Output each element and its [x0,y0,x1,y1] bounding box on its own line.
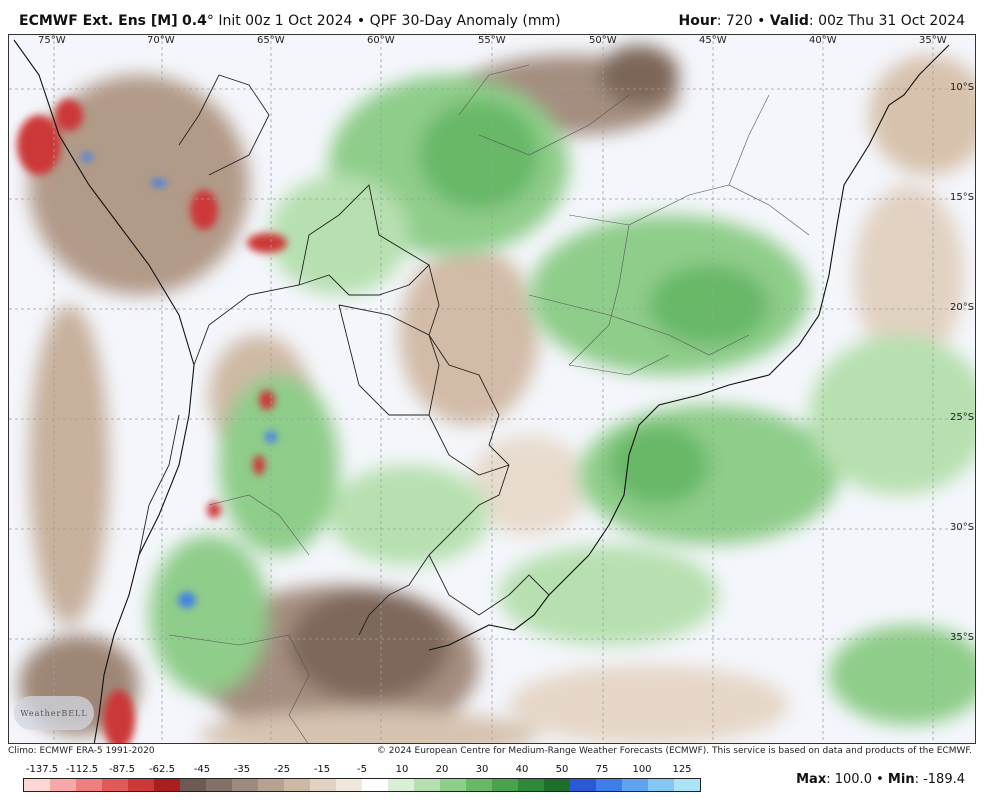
min-label: Min [887,772,915,787]
climo-note: Climo: ECMWF ERA-5 1991-2020 [8,746,155,756]
colorbar-swatch [180,779,206,791]
lat-label-30s: 30°S [950,522,975,533]
lat-label-15s: 15°S [950,192,975,203]
map-canvas [9,35,975,743]
colorbar-swatch [492,779,518,791]
lon-label-55w: 55°W [478,35,506,46]
colorbar-swatch [284,779,310,791]
init-time: Init 00z 1 Oct 2024 [218,13,353,29]
colorbar-tick: -62.5 [149,764,175,775]
wet-anomaly-areas [149,75,975,725]
colorbar-swatch [76,779,102,791]
colorbar-swatch [570,779,596,791]
country-borders [138,74,550,636]
colorbar-swatch [24,779,50,791]
colorbar-tick: -35 [233,764,251,775]
colorbar-tick: 20 [435,764,449,775]
colorbar-swatch [388,779,414,791]
title-separator: • [356,13,366,29]
colorbar-tick: 50 [555,764,569,775]
lat-label-35s: 35°S [950,632,975,643]
max-min-summary: Max: 100.0 • Min: -189.4 [796,772,965,787]
colorbar-swatch [596,779,622,791]
lat-label-25s: 25°S [950,412,975,423]
product-title: ECMWF Ext. Ens [M] 0.4° Init 00z 1 Oct 2… [19,13,561,29]
colorbar-swatch [622,779,648,791]
colorbar-tick: 100 [632,764,652,775]
map-header: ECMWF Ext. Ens [M] 0.4° Init 00z 1 Oct 2… [0,0,984,34]
lat-label-20s: 20°S [950,302,975,313]
colorbar-tick: -87.5 [109,764,135,775]
colorbar-swatch [544,779,570,791]
state-borders [168,64,810,743]
colorbar-tick: -112.5 [65,764,99,775]
colorbar-swatch [128,779,154,791]
colorbar-swatch [362,779,388,791]
colorbar-swatch [440,779,466,791]
valid-time-block: Hour: 720 • Valid: 00z Thu 31 Oct 2024 [679,13,966,29]
lon-label-35w: 35°W [919,35,947,46]
max-label: Max [796,772,827,787]
colorbar-tick: -15 [313,764,331,775]
dry-anomaly-areas [19,45,975,743]
min-value: : -189.4 [914,772,965,787]
colorbar-swatch [206,779,232,791]
colorbar-swatch [674,779,700,791]
colorbar-tick: 30 [475,764,489,775]
colorbar-swatch [232,779,258,791]
lon-label-45w: 45°W [699,35,727,46]
colorbar-swatch [310,779,336,791]
product-name: QPF 30-Day Anomaly (mm) [369,13,561,29]
colorbar-tick: -45 [193,764,211,775]
valid-value: : 00z Thu 31 Oct 2024 [808,13,965,29]
colorbar-swatch [466,779,492,791]
weatherbell-logo: WeatherBELL [14,696,94,730]
colorbar-swatch [518,779,544,791]
colorbar-tick: -5 [357,764,367,775]
colorbar-swatch [102,779,128,791]
graticule [9,35,975,743]
colorbar-swatch [154,779,180,791]
copyright-note: © 2024 European Centre for Medium-Range … [376,746,972,756]
hour-label: Hour [678,13,717,29]
colorbar-swatch [648,779,674,791]
colorbar-swatch [50,779,76,791]
valid-label: Valid [769,13,809,29]
lat-label-10s: 10°S [950,82,975,93]
anomaly-map: 75°W 70°W 65°W 60°W 55°W 50°W 45°W 40°W … [8,34,976,744]
colorbar-tick: 125 [672,764,692,775]
lon-label-70w: 70°W [147,35,175,46]
colorbar-swatch [258,779,284,791]
coastline [13,39,950,743]
max-value: : 100.0 [826,772,872,787]
model-name: ECMWF Ext. Ens [M] [19,13,178,29]
model-resolution: 0.4 [182,13,207,29]
colorbar-tick: 75 [595,764,609,775]
hour-value: : 720 [716,13,753,29]
colorbar-tick: 40 [515,764,529,775]
colorbar-swatch [336,779,362,791]
lon-label-50w: 50°W [589,35,617,46]
lon-label-65w: 65°W [257,35,285,46]
stats-separator: • [876,772,884,787]
resolution-unit: ° [206,13,214,29]
colorbar-tick: -137.5 [25,764,59,775]
lon-label-40w: 40°W [809,35,837,46]
lon-label-75w: 75°W [38,35,66,46]
colorbar-tick: 10 [395,764,409,775]
valid-separator: • [757,13,766,29]
colorbar-tick-labels: -137.5 -112.5 -87.5 -62.5 -45 -35 -25 -1… [23,764,703,776]
lon-label-60w: 60°W [367,35,395,46]
colorbar-swatch [414,779,440,791]
colorbar-tick: -25 [273,764,291,775]
colorbar-legend [23,778,701,792]
